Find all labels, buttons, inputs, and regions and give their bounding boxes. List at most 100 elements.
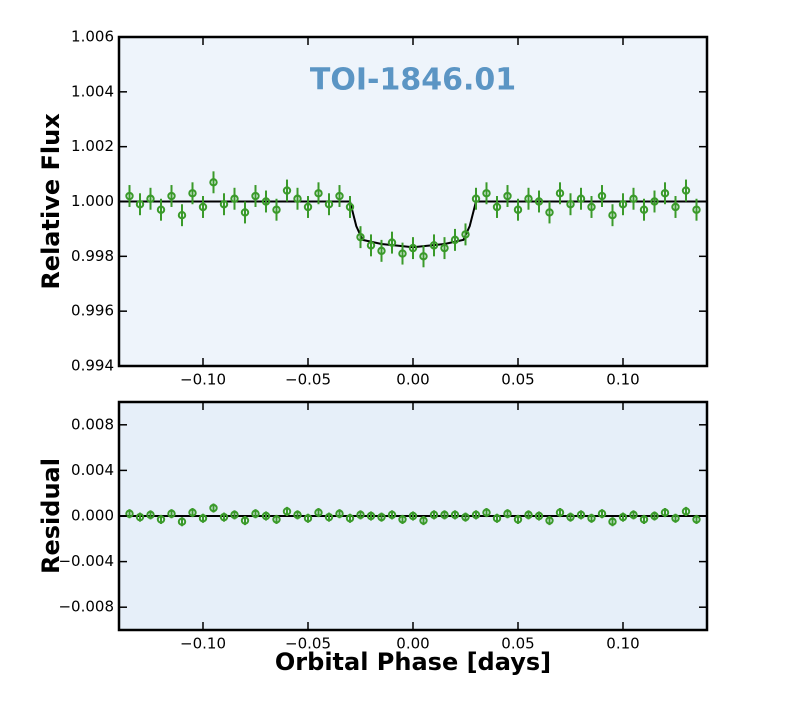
data-point (429, 510, 439, 520)
data-point (482, 508, 491, 517)
data-point (555, 189, 565, 198)
data-point (230, 510, 239, 520)
data-point (681, 186, 691, 195)
x-tick-label: −0.10 (180, 635, 226, 653)
data-point (240, 516, 250, 525)
data-point (524, 510, 533, 520)
data-point (513, 205, 523, 214)
data-point (356, 232, 365, 242)
x-tick-label: 0.10 (606, 635, 639, 653)
data-point (314, 189, 323, 198)
data-point (377, 512, 386, 522)
data-point (345, 514, 355, 523)
y-tick-label: 1.000 (71, 192, 114, 210)
data-point (534, 197, 544, 206)
data-point (597, 509, 607, 518)
data-point (555, 508, 565, 517)
data-point (429, 241, 439, 250)
data-point (576, 194, 586, 203)
data-point (440, 510, 449, 520)
x-tick-label: −0.05 (285, 371, 331, 389)
y-tick-label: 1.006 (71, 28, 114, 46)
data-point (461, 230, 470, 239)
annotation: TOI-1846.01 (310, 63, 516, 98)
data-point (156, 515, 166, 524)
data-point (618, 512, 628, 522)
data-point (492, 514, 502, 523)
data-point (293, 194, 302, 203)
data-point (471, 194, 481, 203)
data-point (135, 512, 145, 522)
data-point (618, 200, 628, 209)
data-point (303, 514, 313, 523)
data-point (566, 200, 575, 209)
data-point (692, 515, 701, 524)
data-point (261, 197, 271, 206)
data-point (440, 243, 449, 253)
data-point (251, 191, 260, 201)
data-point (492, 202, 502, 212)
data-point (209, 503, 218, 513)
data-point (639, 515, 649, 524)
x-tick-label: −0.05 (285, 635, 331, 653)
data-point (534, 511, 544, 521)
y-tick-label: 0.996 (71, 302, 114, 320)
data-point (650, 197, 659, 206)
data-point (177, 517, 187, 526)
data-point (450, 235, 460, 245)
data-point (597, 191, 607, 201)
data-point (545, 516, 554, 525)
data-point (419, 516, 428, 525)
data-point (608, 211, 617, 220)
y-tick-label: 0.994 (71, 357, 114, 375)
data-point (671, 514, 680, 523)
y-tick-label: 1.004 (71, 82, 114, 100)
data-point (482, 189, 491, 198)
data-point (146, 194, 155, 203)
data-point (335, 509, 344, 518)
x-tick-label: 0.00 (396, 635, 429, 653)
data-point (608, 517, 617, 526)
data-point (461, 512, 470, 522)
data-point (650, 511, 659, 521)
data-point (261, 511, 271, 521)
data-point (692, 205, 701, 214)
data-point (587, 514, 596, 523)
data-point (503, 191, 512, 201)
x-tick-label: 0.10 (606, 371, 639, 389)
data-point (629, 194, 638, 203)
y-tick-label: 0.000 (71, 507, 114, 525)
data-point (671, 202, 680, 212)
data-point (293, 510, 302, 520)
data-point (450, 510, 460, 520)
data-point (177, 211, 187, 220)
data-point (503, 509, 512, 518)
y-axis-label: Relative Flux (37, 113, 65, 290)
data-point (660, 189, 670, 198)
data-point (356, 510, 365, 520)
data-point (282, 507, 292, 516)
data-point (125, 509, 134, 518)
data-point (587, 202, 596, 212)
x-tick-label: 0.05 (501, 371, 534, 389)
x-axis-label: Orbital Phase [days] (275, 648, 551, 676)
data-point (282, 186, 292, 195)
data-point (324, 512, 334, 522)
data-point (366, 511, 376, 521)
data-point (251, 509, 260, 518)
data-point (681, 507, 691, 516)
x-tick-label: 0.05 (501, 635, 534, 653)
data-point (219, 512, 229, 522)
data-point (146, 510, 155, 520)
data-point (198, 202, 208, 212)
data-point (230, 194, 239, 203)
x-tick-label: −0.10 (180, 371, 226, 389)
data-point (209, 178, 218, 187)
data-point (408, 243, 418, 253)
data-point (377, 246, 386, 256)
data-point (272, 205, 281, 214)
x-tick-label: 0.00 (396, 371, 429, 389)
data-point (345, 202, 355, 212)
data-point (524, 194, 533, 203)
